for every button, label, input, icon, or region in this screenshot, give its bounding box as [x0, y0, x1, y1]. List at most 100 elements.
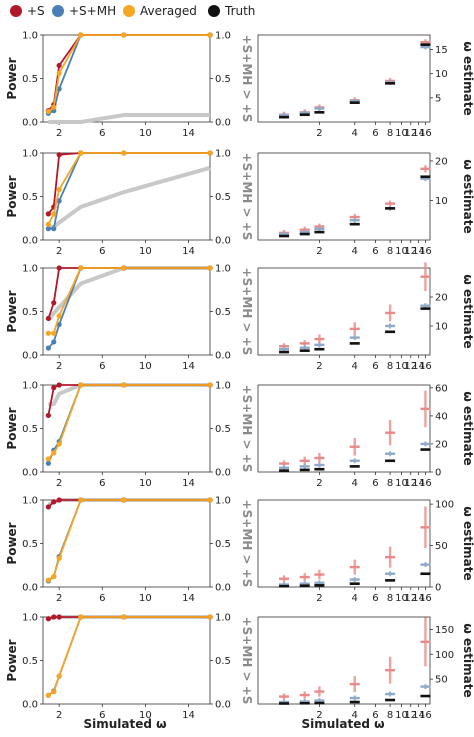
est-y-tick-label: 10 — [435, 196, 448, 207]
est-truth-mark — [314, 111, 325, 114]
est-truth-mark — [279, 702, 290, 705]
est-x-tick-label: 6 — [372, 710, 378, 721]
series-point-+S+MH — [45, 226, 51, 232]
est-y-tick-label: 20 — [435, 439, 448, 450]
est-smh-mark — [385, 452, 396, 455]
est-y-tick-label: 100 — [435, 500, 454, 511]
est-s-mark — [279, 345, 290, 348]
series-point-Averaged — [56, 186, 62, 193]
legend-marker-s — [10, 5, 22, 17]
series-point-+S+MH — [56, 86, 62, 92]
est-truth-mark — [349, 342, 360, 345]
est-truth-mark — [299, 113, 310, 117]
series-line-+S+MH — [47, 499, 210, 582]
est-x-tick-label: 12 — [404, 246, 417, 257]
est-x-tick-label: 6 — [372, 478, 378, 489]
est-x-tick-label: 16 — [419, 361, 432, 372]
y-tick-label: 0.5 — [22, 424, 38, 435]
y-tick-label: 0.0 — [22, 700, 38, 711]
y-tick-label: 1.0 — [22, 613, 38, 624]
series-point-Averaged — [51, 450, 57, 456]
est-y-tick-label: 20 — [435, 156, 448, 167]
legend-item-averaged: Averaged — [123, 4, 197, 18]
est-truth-mark — [299, 232, 310, 236]
right-y-tick-label: 0.0 — [215, 236, 231, 247]
series-point-+S — [51, 385, 57, 391]
est-smh-mark — [299, 465, 310, 468]
series-point-Averaged — [121, 382, 127, 388]
est-smh-mark — [385, 692, 396, 696]
panel-row-1: 0.0 0.5 1.0 0.0 0.5 1.0 2 6 10 14 Power +S+MH > +S 2… — [5, 31, 474, 140]
est-s-mark — [385, 555, 396, 559]
series-point-Averaged — [78, 265, 84, 271]
y-tick-label: 1.0 — [22, 149, 38, 160]
y-tick-label: 0.5 — [22, 539, 38, 550]
legend-label-s: +S — [27, 4, 45, 18]
est-x-tick-label: 8 — [387, 710, 393, 721]
y-tick-label: 1.0 — [22, 381, 38, 392]
est-y-tick-label: 20 — [435, 293, 448, 304]
est-truth-mark — [420, 43, 431, 46]
right-y-tick-label: 1.0 — [215, 264, 231, 275]
estimate-axis-label: ω estimate — [461, 274, 474, 348]
series-point-Averaged — [78, 382, 84, 388]
est-x-tick-label: 4 — [352, 128, 358, 139]
x-tick-label: 14 — [182, 593, 195, 604]
est-truth-mark — [314, 584, 325, 587]
series-point-Averaged — [45, 692, 51, 698]
series-point-Averaged — [56, 441, 62, 447]
power-frame — [42, 152, 211, 241]
panel-row-6: 0.0 0.5 1.0 0.0 0.5 1.0 2 6 10 14 Power +S+MH > +S 2… — [5, 613, 474, 722]
x-tick-label: 2 — [56, 128, 62, 139]
panel-row-5: 0.0 0.5 1.0 0.0 0.5 1.0 2 6 10 14 Power +S+MH > +S 2… — [5, 496, 474, 605]
series-point-Averaged — [121, 32, 127, 38]
series-point-Averaged — [51, 330, 57, 336]
est-y-tick-label: 5 — [435, 93, 441, 104]
est-x-tick-label: 10 — [395, 361, 408, 372]
legend-item-smh: +S+MH — [52, 4, 116, 18]
est-x-tick-label: 4 — [352, 478, 358, 489]
est-x-tick-label: 10 — [395, 710, 408, 721]
est-s-mark — [385, 668, 396, 672]
power-axis-label: Power — [5, 290, 19, 332]
est-x-tick-label: 12 — [404, 593, 417, 604]
estimate-frame — [257, 152, 431, 241]
series-line-+S+MH — [47, 384, 210, 464]
est-s-mark — [314, 337, 325, 341]
series-point-Averaged — [207, 150, 213, 156]
legend-label-truth: Truth — [224, 4, 255, 18]
est-x-tick-label: 12 — [404, 128, 417, 139]
est-smh-mark — [314, 463, 325, 467]
y-tick-label: 0.0 — [22, 236, 38, 247]
est-x-tick-label: 2 — [316, 246, 322, 257]
est-truth-mark — [420, 572, 431, 576]
est-smh-mark — [279, 466, 290, 469]
est-smh-mark — [314, 581, 325, 585]
series-line-+S+MH — [47, 616, 210, 697]
series-point-Averaged — [121, 150, 127, 156]
est-x-tick-label: 4 — [352, 246, 358, 257]
est-x-tick-label: 2 — [316, 478, 322, 489]
series-point-Averaged — [207, 614, 213, 620]
est-smh-mark — [420, 685, 431, 688]
series-point-Averaged — [207, 265, 213, 271]
right-y-tick-label: 0.5 — [215, 192, 231, 203]
series-point-Averaged — [121, 614, 127, 620]
est-y-tick-label: 50 — [435, 541, 448, 552]
est-truth-mark — [349, 101, 360, 104]
x-label-left: Simulated ω — [83, 717, 166, 731]
right-y-tick-label: 0.5 — [215, 656, 231, 667]
x-tick-label: 10 — [139, 593, 152, 604]
est-x-tick-label: 10 — [395, 246, 408, 257]
x-tick-label: 2 — [56, 246, 62, 257]
y-tick-label: 0.0 — [22, 583, 38, 594]
series-point-+S — [45, 315, 51, 322]
est-y-tick-label: 0 — [435, 583, 441, 594]
est-y-tick-label: 50 — [435, 675, 448, 686]
power-frame — [42, 267, 211, 356]
est-truth-mark — [385, 459, 396, 463]
est-smh-mark — [349, 696, 360, 700]
y-tick-label: 0.5 — [22, 74, 38, 85]
est-s-mark — [299, 575, 310, 579]
